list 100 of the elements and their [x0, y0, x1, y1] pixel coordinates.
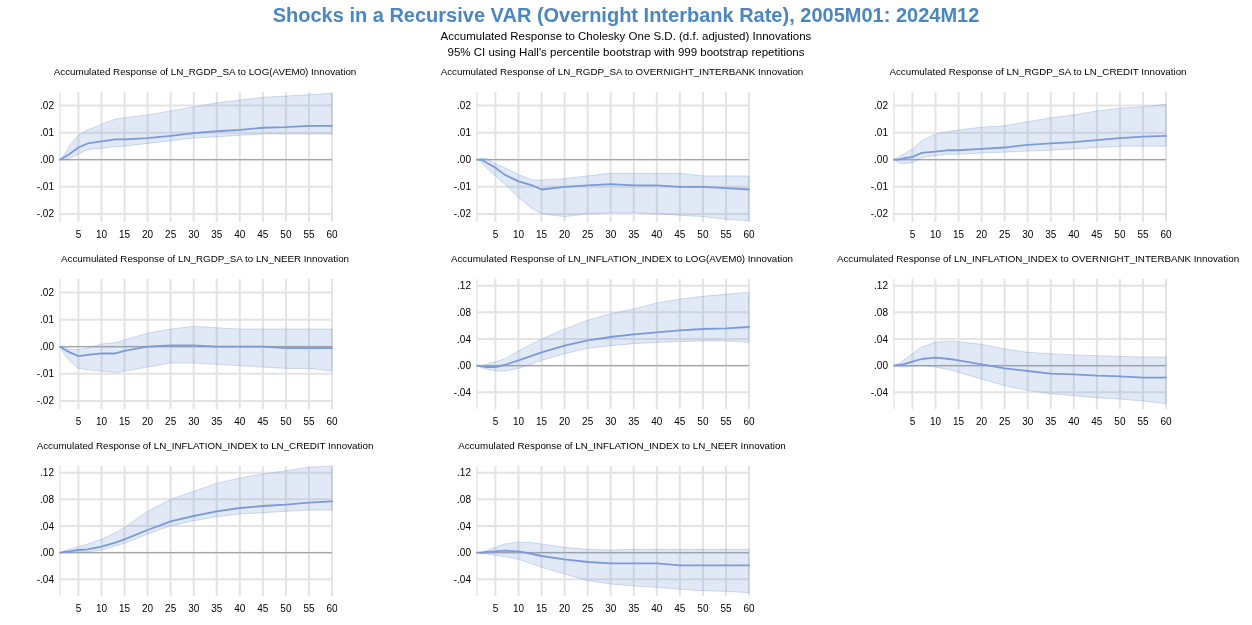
- chart-title: Accumulated Response of LN_INFLATION_INDEX to LOG(AVEM0) Innovation: [450, 253, 794, 264]
- y-tick-label: .00: [40, 547, 55, 559]
- x-tick-label: 15: [952, 229, 965, 240]
- x-tick-label: 35: [1045, 416, 1057, 427]
- x-tick-label: 55: [720, 603, 732, 614]
- y-tick-label: -.02: [453, 208, 472, 220]
- y-tick-label: .04: [457, 333, 472, 345]
- y-tick-label: -.04: [453, 573, 472, 585]
- y-tick-label: .01: [40, 314, 55, 326]
- y-tick-label: .02: [874, 100, 889, 112]
- x-tick-label: 15: [535, 603, 548, 614]
- y-tick-label: .08: [457, 493, 472, 505]
- x-tick-label: 15: [535, 416, 548, 427]
- y-tick-label: -.01: [36, 368, 55, 380]
- line-series: [476, 326, 750, 368]
- x-tick-label: 35: [628, 603, 640, 614]
- x-tick-label: 10: [512, 416, 525, 427]
- text: 95% CI using Hall's percentile bootstrap with 999 bootstrap repetitions: [447, 46, 805, 58]
- x-tick-label: 10: [95, 229, 108, 240]
- y-tick-label: -.04: [36, 573, 55, 585]
- x-tick-label: 55: [720, 416, 732, 427]
- text: Accumulated Response to Cholesky One S.D. (d.f. adjusted) Innovations: [440, 30, 812, 42]
- x-tick-label: 5: [909, 229, 916, 240]
- x-tick-label: 30: [605, 603, 617, 614]
- x-tick-label: 5: [75, 603, 82, 614]
- y-tick-label: -.02: [36, 395, 55, 407]
- y-tick-label: .00: [457, 547, 472, 559]
- line-series: [476, 158, 750, 191]
- y-tick-label: .01: [457, 127, 472, 139]
- x-tick-label: 45: [674, 416, 686, 427]
- x-tick-label: 15: [118, 603, 131, 614]
- x-tick-label: 10: [95, 603, 108, 614]
- x-tick-label: 15: [952, 416, 965, 427]
- y-tick-label: .08: [40, 493, 55, 505]
- y-tick-label: -.01: [453, 181, 472, 193]
- x-tick-label: 5: [75, 229, 82, 240]
- chart-title: Accumulated Response of LN_RGDP_SA to LN_CREDIT Innovation: [889, 66, 1187, 77]
- y-tick-label: .02: [457, 100, 472, 112]
- x-tick-label: 25: [582, 416, 594, 427]
- x-tick-label: 35: [1045, 229, 1057, 240]
- x-tick-label: 60: [1160, 229, 1172, 240]
- x-tick-label: 20: [142, 229, 154, 240]
- y-tick-label: .02: [40, 100, 55, 112]
- x-tick-label: 35: [628, 229, 640, 240]
- y-tick-label: .04: [457, 520, 472, 532]
- chart-title: Accumulated Response of LN_RGDP_SA to OVERNIGHT_INTERBANK Innovation: [440, 66, 804, 77]
- x-tick-label: 55: [303, 603, 315, 614]
- x-tick-label: 55: [303, 229, 315, 240]
- x-tick-label: 20: [976, 416, 988, 427]
- x-tick-label: 45: [674, 229, 686, 240]
- x-tick-label: 60: [1160, 416, 1172, 427]
- y-tick-label: -.02: [870, 208, 889, 220]
- x-tick-label: 60: [326, 603, 338, 614]
- x-tick-label: 30: [605, 416, 617, 427]
- x-tick-label: 55: [1137, 229, 1149, 240]
- x-tick-label: 55: [720, 229, 732, 240]
- x-tick-label: 60: [326, 229, 338, 240]
- y-tick-label: -.01: [36, 181, 55, 193]
- x-tick-label: 10: [929, 416, 942, 427]
- x-tick-label: 35: [211, 229, 223, 240]
- x-tick-label: 40: [234, 416, 246, 427]
- x-tick-label: 25: [165, 416, 177, 427]
- chart-title: Accumulated Response of LN_RGDP_SA to LOG(AVEM0) Innovation: [53, 66, 357, 77]
- x-tick-label: 25: [582, 603, 594, 614]
- y-tick-label: .01: [874, 127, 889, 139]
- x-tick-label: 30: [605, 229, 617, 240]
- x-tick-label: 40: [234, 603, 246, 614]
- x-tick-label: 50: [280, 603, 292, 614]
- chart-title: Accumulated Response of LN_INFLATION_INDEX to LN_CREDIT Innovation: [36, 440, 374, 451]
- line-series: [59, 344, 333, 358]
- y-tick-label: .08: [874, 306, 889, 318]
- x-tick-label: 40: [1068, 229, 1080, 240]
- x-tick-label: 35: [211, 603, 223, 614]
- x-tick-label: 30: [188, 416, 200, 427]
- x-tick-label: 45: [257, 229, 269, 240]
- x-tick-label: 30: [188, 603, 200, 614]
- line-series: [893, 134, 1167, 161]
- x-tick-label: 25: [999, 416, 1011, 427]
- x-tick-label: 45: [1091, 416, 1103, 427]
- y-tick-label: .12: [40, 467, 55, 479]
- x-tick-label: 10: [512, 229, 525, 240]
- x-tick-label: 50: [697, 416, 709, 427]
- x-tick-label: 15: [535, 229, 548, 240]
- x-tick-label: 45: [1091, 229, 1103, 240]
- y-tick-label: .08: [457, 306, 472, 318]
- x-tick-label: 50: [280, 229, 292, 240]
- x-tick-label: 60: [326, 416, 338, 427]
- x-tick-label: 5: [492, 416, 499, 427]
- x-tick-label: 10: [929, 229, 942, 240]
- x-tick-label: 40: [651, 603, 663, 614]
- x-tick-label: 40: [234, 229, 246, 240]
- x-tick-label: 40: [651, 229, 663, 240]
- x-tick-label: 45: [257, 603, 269, 614]
- chart-title: Accumulated Response of LN_INFLATION_INDEX to LN_NEER Innovation: [458, 440, 786, 451]
- y-tick-label: .00: [457, 360, 472, 372]
- y-tick-label: .00: [40, 341, 55, 353]
- x-tick-label: 45: [674, 603, 686, 614]
- x-tick-label: 50: [697, 229, 709, 240]
- x-tick-label: 10: [95, 416, 108, 427]
- x-tick-label: 20: [559, 229, 571, 240]
